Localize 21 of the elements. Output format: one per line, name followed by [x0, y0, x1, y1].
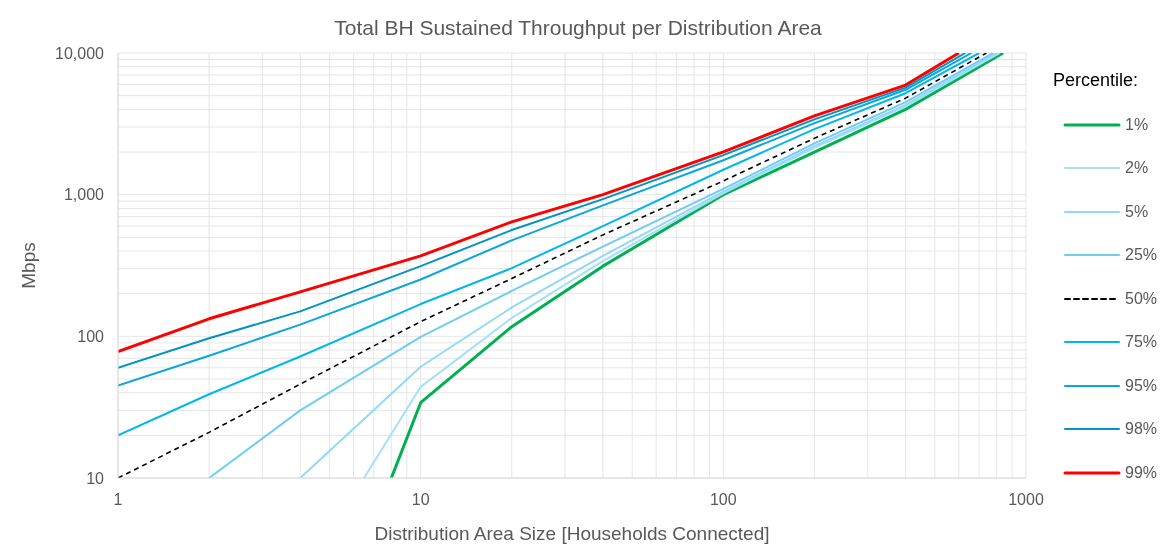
legend-label: 50% [1125, 289, 1158, 308]
legend-label: 5% [1125, 202, 1149, 221]
legend-label: 75% [1125, 333, 1158, 352]
y-tick-label: 100 [77, 328, 105, 346]
legend-title: Percentile: [1053, 70, 1140, 91]
y-tick-label: 10 [86, 469, 105, 487]
legend-label: 1% [1125, 115, 1149, 134]
x-axis-title: Distribution Area Size [Households Connected] [374, 523, 770, 544]
x-tick-label: 10 [411, 491, 430, 509]
legend-label: 99% [1125, 463, 1158, 482]
x-tick-label: 100 [709, 491, 737, 509]
legend-label: 95% [1125, 376, 1158, 395]
legend-label: 2% [1125, 159, 1149, 178]
x-tick-label: 1000 [1008, 491, 1044, 509]
y-tick-label: 1,000 [63, 186, 105, 204]
y-axis-title: Mbps [17, 242, 39, 289]
x-tick-label: 1 [113, 491, 123, 509]
legend-label: 25% [1125, 246, 1158, 265]
y-tick-label: 10,000 [55, 44, 105, 62]
legend-label: 98% [1125, 420, 1158, 439]
chart-title: Total BH Sustained Throughput per Distribution Area [333, 16, 823, 40]
